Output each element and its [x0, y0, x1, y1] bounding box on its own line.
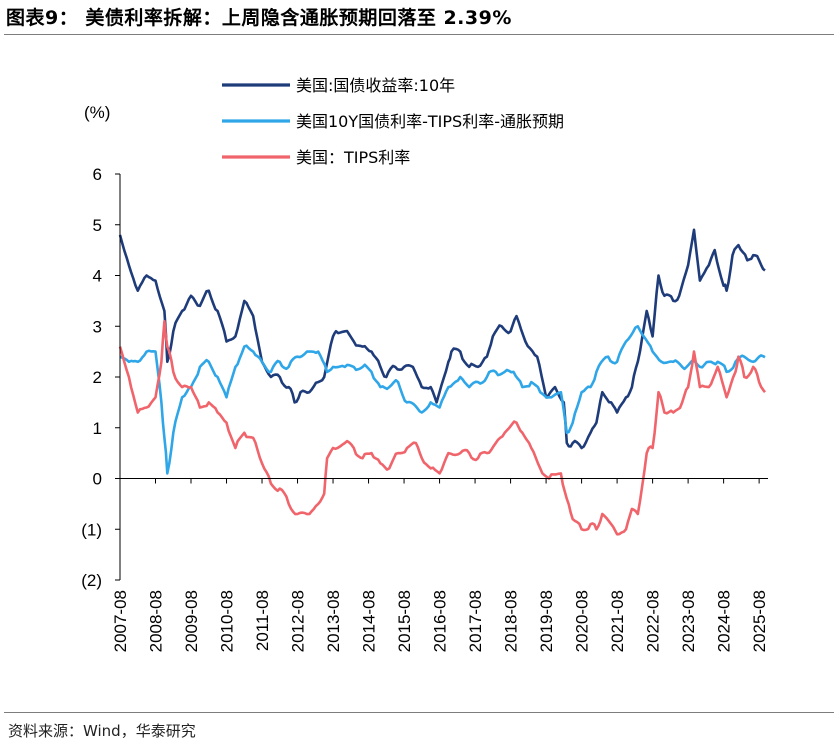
- y-tick-label: 2: [93, 368, 102, 387]
- y-tick-label: 3: [93, 317, 102, 336]
- x-tick-label: 2019-08: [537, 590, 556, 652]
- x-tick-label: 2020-08: [573, 590, 592, 652]
- top-rule: [4, 34, 834, 35]
- line-chart: 美国:国债收益率:10年美国10Y国债利率-TIPS利率-通胀预期美国：TIPS…: [81, 76, 769, 652]
- y-tick-label: 4: [93, 267, 102, 286]
- y-tick-label: (1): [81, 520, 102, 539]
- x-tick-label: 2008-08: [147, 590, 166, 652]
- x-tick-label: 2016-08: [431, 590, 450, 652]
- x-tick-label: 2018-08: [502, 590, 521, 652]
- x-tick-label: 2011-08: [253, 590, 272, 651]
- series-line: [118, 319, 767, 536]
- series-line: [119, 325, 766, 475]
- axes-layer: 6 5 4 3 2 1 0 (1) (2) 2007-08 2008-08 2009-08 2010-0…: [81, 165, 769, 652]
- x-tick-label: 2023-08: [679, 590, 698, 652]
- x-tick-label: 2017-08: [466, 590, 485, 652]
- x-tick-label: 2010-08: [218, 590, 237, 652]
- x-tick-label: 2015-08: [395, 590, 414, 652]
- x-tick-label: 2021-08: [608, 590, 627, 652]
- y-tick-label: (2): [81, 571, 102, 590]
- x-tick-label: 2014-08: [360, 590, 379, 652]
- series-line: [118, 228, 766, 450]
- x-tick-label: 2007-08: [111, 590, 130, 652]
- x-tick-label: 2009-08: [182, 590, 201, 652]
- source-note: 资料来源：Wind，华泰研究: [8, 722, 196, 740]
- series-layer: [118, 228, 767, 536]
- figure-title: 图表9： 美债利率拆解：上周隐含通胀预期回落至 2.39%: [6, 7, 512, 29]
- x-tick-label: 2024-08: [715, 590, 734, 652]
- y-tick-label: 6: [93, 165, 102, 184]
- legend-label: 美国：TIPS利率: [296, 148, 410, 167]
- x-tick-label: 2012-08: [289, 590, 308, 652]
- x-tick-label: 2013-08: [324, 590, 343, 652]
- y-axis-unit-label: (%): [84, 103, 110, 122]
- legend-label: 美国:国债收益率:10年: [296, 76, 455, 95]
- y-tick-label: 1: [93, 419, 102, 438]
- legend: 美国:国债收益率:10年美国10Y国债利率-TIPS利率-通胀预期美国：TIPS…: [222, 76, 564, 167]
- bottom-rule: [4, 712, 834, 713]
- x-tick-label: 2025-08: [750, 590, 769, 652]
- y-tick-label: 0: [93, 470, 102, 489]
- y-tick-label: 5: [93, 216, 102, 235]
- x-tick-label: 2022-08: [644, 590, 663, 652]
- legend-label: 美国10Y国债利率-TIPS利率-通胀预期: [296, 112, 564, 131]
